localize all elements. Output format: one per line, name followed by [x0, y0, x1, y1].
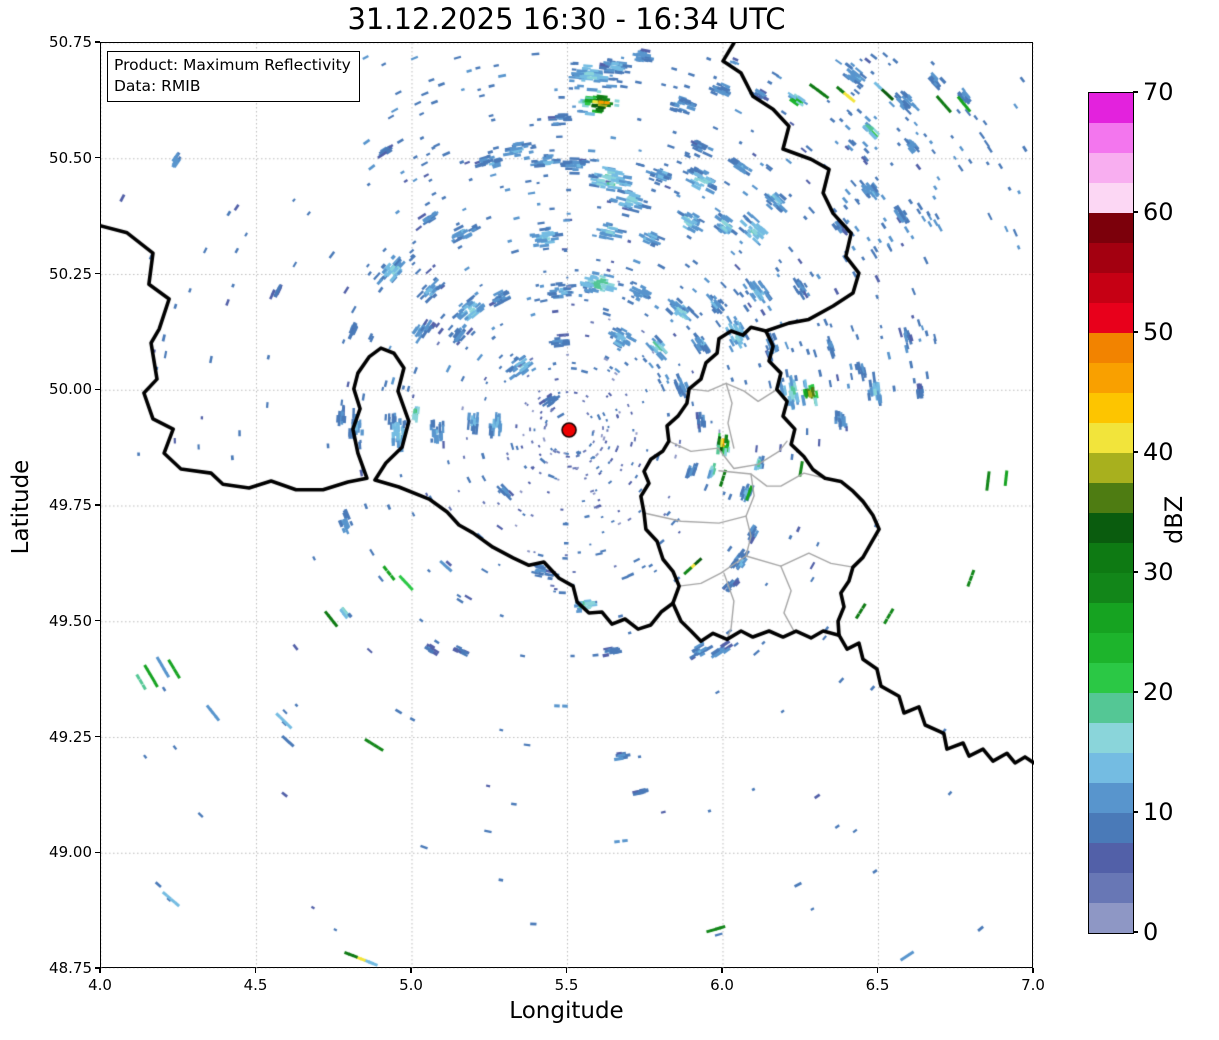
colorbar-tick-mark — [1133, 211, 1138, 213]
colorbar-segment — [1089, 423, 1133, 453]
x-tick-label: 6.0 — [710, 976, 734, 994]
y-tick-mark — [95, 272, 100, 275]
y-tick-mark — [95, 851, 100, 853]
radar-map-canvas — [101, 43, 1034, 969]
colorbar-tick-label: 60 — [1143, 198, 1174, 226]
chart-title: 31.12.2025 16:30 - 16:34 UTC — [347, 2, 786, 36]
x-tick-label: 7.0 — [1021, 976, 1045, 994]
y-tick-mark — [95, 41, 100, 43]
colorbar-segment — [1089, 333, 1133, 363]
y-tick-label: 50.00 — [49, 380, 92, 399]
y-tick-label: 50.25 — [49, 264, 92, 283]
colorbar-tick-mark — [1133, 931, 1138, 933]
x-tick-mark — [254, 968, 257, 973]
colorbar-segment — [1089, 873, 1133, 903]
x-tick-mark — [565, 968, 568, 973]
y-tick-label: 49.75 — [49, 496, 92, 514]
x-tick-mark — [1032, 968, 1034, 973]
colorbar-tick-label: 20 — [1143, 678, 1174, 706]
y-tick-label: 49.25 — [49, 727, 92, 746]
colorbar-tick-label: 50 — [1143, 318, 1174, 346]
colorbar-tick-mark — [1133, 331, 1138, 333]
colorbar-segment — [1089, 693, 1133, 723]
y-tick-mark — [95, 967, 100, 969]
y-tick-label: 50.75 — [49, 33, 92, 51]
y-tick-mark — [95, 388, 100, 390]
colorbar — [1088, 92, 1134, 934]
colorbar-segment — [1089, 783, 1133, 813]
colorbar-segment — [1089, 183, 1133, 213]
colorbar-segment — [1089, 723, 1133, 753]
x-tick-label: 4.5 — [243, 976, 268, 994]
colorbar-segment — [1089, 453, 1133, 483]
colorbar-tick-label: 30 — [1143, 558, 1174, 586]
plot-area — [100, 42, 1034, 969]
colorbar-segment — [1089, 603, 1133, 633]
x-tick-mark — [99, 968, 101, 973]
colorbar-segment — [1089, 363, 1133, 393]
colorbar-segment — [1089, 513, 1133, 543]
x-tick-label: 5.5 — [554, 976, 579, 994]
y-tick-label: 50.50 — [49, 148, 92, 167]
y-tick-label: 49.50 — [49, 611, 92, 630]
colorbar-segment — [1089, 393, 1133, 423]
colorbar-tick-mark — [1133, 571, 1138, 573]
colorbar-segment — [1089, 663, 1133, 693]
colorbar-tick-label: 0 — [1143, 918, 1159, 946]
x-tick-mark — [876, 968, 879, 973]
colorbar-segment — [1089, 123, 1133, 153]
x-tick-mark — [721, 968, 723, 973]
y-tick-mark — [95, 735, 100, 738]
colorbar-segment — [1089, 243, 1133, 273]
x-tick-label: 6.5 — [865, 976, 890, 994]
colorbar-tick-mark — [1133, 691, 1138, 693]
y-tick-mark — [95, 504, 100, 506]
colorbar-segment — [1089, 273, 1133, 303]
colorbar-label: dBZ — [1160, 495, 1188, 544]
colorbar-segment — [1089, 633, 1133, 663]
colorbar-segment — [1089, 813, 1133, 843]
colorbar-tick-label: 40 — [1143, 438, 1174, 466]
colorbar-segment — [1089, 843, 1133, 873]
data-source-line: Data: RMIB — [114, 76, 201, 95]
colorbar-segment — [1089, 213, 1133, 243]
colorbar-segment — [1089, 153, 1133, 183]
y-tick-mark — [95, 157, 100, 159]
colorbar-tick-label: 10 — [1143, 798, 1174, 826]
colorbar-tick-label: 70 — [1143, 78, 1174, 106]
y-tick-label: 48.75 — [49, 959, 92, 977]
colorbar-segment — [1089, 543, 1133, 573]
x-tick-mark — [410, 968, 412, 973]
colorbar-segment — [1089, 753, 1133, 783]
colorbar-segment — [1089, 483, 1133, 513]
product-line: Product: Maximum Reflectivity — [114, 56, 351, 74]
colorbar-segment — [1089, 93, 1133, 123]
colorbar-segment — [1089, 903, 1133, 933]
colorbar-segment — [1089, 573, 1133, 603]
x-tick-label: 4.0 — [88, 976, 112, 994]
product-annotation-box: Product: Maximum Reflectivity Data: RMIB — [107, 51, 360, 102]
colorbar-tick-mark — [1133, 91, 1138, 93]
x-axis-label: Longitude — [509, 998, 624, 1024]
colorbar-segment — [1089, 303, 1133, 333]
y-tick-label: 49.00 — [49, 843, 92, 862]
colorbar-tick-mark — [1133, 451, 1138, 453]
x-tick-label: 5.0 — [399, 976, 423, 994]
y-tick-mark — [95, 620, 100, 622]
colorbar-tick-mark — [1133, 811, 1138, 813]
